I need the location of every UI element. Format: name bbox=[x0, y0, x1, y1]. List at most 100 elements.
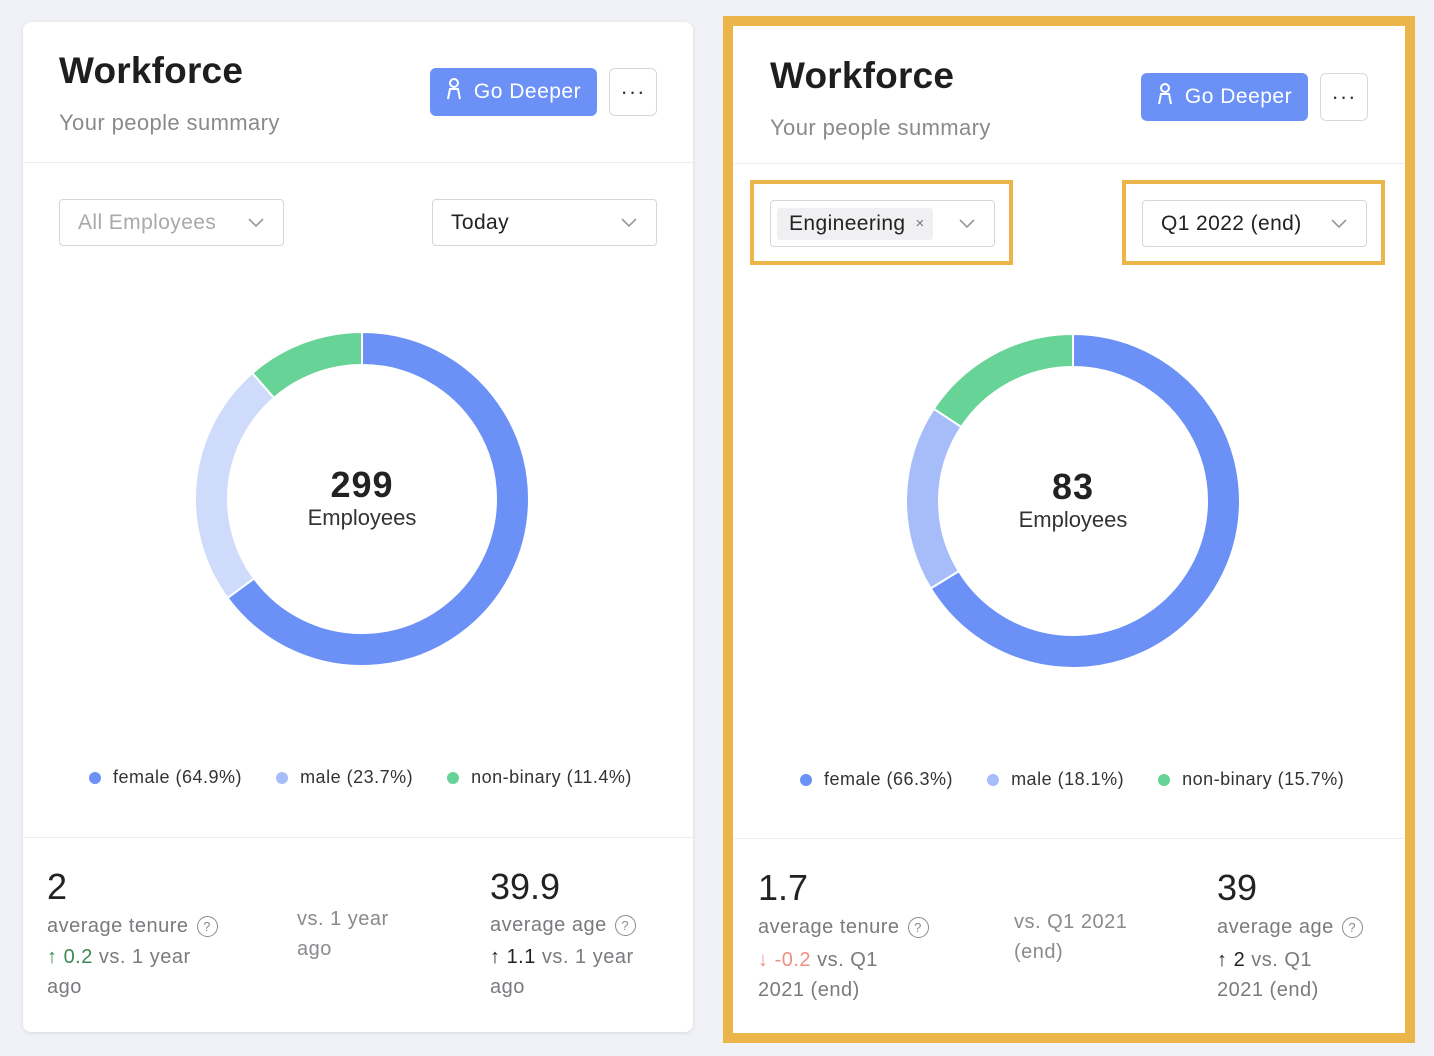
more-options-button[interactable]: ··· bbox=[1320, 73, 1368, 121]
stats-divider bbox=[23, 837, 693, 838]
non-binary-dot-icon bbox=[1158, 773, 1171, 786]
card-title: Workforce bbox=[770, 55, 955, 96]
employee-group-select[interactable]: All Employees bbox=[59, 199, 284, 246]
comparison-note-line2: ago bbox=[297, 938, 332, 960]
age-delta: 2 bbox=[1233, 949, 1246, 971]
age-label: average age ? bbox=[1217, 916, 1363, 939]
donut-slice-non-binary[interactable] bbox=[932, 332, 1074, 429]
remove-tag-icon[interactable]: × bbox=[915, 215, 925, 232]
legend-label: female (66.3%) bbox=[824, 769, 954, 789]
chevron-down-icon bbox=[1330, 214, 1348, 238]
age-value: 39 bbox=[1217, 867, 1258, 908]
tenure-change: ↓ -0.2 vs. Q1 2021 (end) bbox=[758, 945, 958, 1005]
card-subtitle: Your people summary bbox=[59, 110, 280, 135]
comparison-note-line1: vs. Q1 2021 bbox=[1014, 911, 1128, 933]
legend-label: male (23.7%) bbox=[300, 767, 414, 787]
tenure-label-text: average tenure bbox=[758, 916, 900, 938]
date-value: Q1 2022 (end) bbox=[1161, 211, 1302, 235]
workforce-card-left: Workforce Your people summary Go Deeper … bbox=[23, 22, 693, 1032]
tenure-delta-suffix: vs. 1 year bbox=[92, 946, 191, 968]
tenure-label: average tenure ? bbox=[758, 916, 929, 939]
legend-item-male[interactable]: male (18.1%) bbox=[987, 769, 1124, 790]
tenure-delta-suffix: vs. Q1 bbox=[811, 949, 878, 971]
arrow-up-icon: ↑ bbox=[490, 946, 501, 968]
employee-count: 299 bbox=[330, 464, 394, 505]
go-deeper-button[interactable]: Go Deeper bbox=[430, 68, 597, 116]
chart-legend: female (64.9%) male (23.7%) non-binary (… bbox=[89, 767, 632, 788]
legend-label: non-binary (11.4%) bbox=[471, 767, 632, 787]
tenure-label-text: average tenure bbox=[47, 915, 189, 937]
age-delta-line2: 2021 (end) bbox=[1217, 979, 1319, 1001]
age-delta-line2: ago bbox=[490, 976, 525, 998]
header-divider bbox=[23, 162, 693, 163]
chevron-down-icon bbox=[620, 213, 638, 237]
male-dot-icon bbox=[987, 773, 1000, 786]
comparison-note-line1: vs. 1 year bbox=[297, 908, 389, 930]
help-icon[interactable]: ? bbox=[614, 915, 636, 936]
age-change: ↑ 1.1 vs. 1 year ago bbox=[490, 942, 680, 1002]
employee-group-value: All Employees bbox=[78, 210, 217, 234]
chart-legend: female (66.3%) male (18.1%) non-binary (… bbox=[800, 769, 1344, 790]
tenure-delta: -0.2 bbox=[774, 949, 812, 971]
age-delta-suffix: vs. Q1 bbox=[1245, 949, 1313, 971]
legend-item-female[interactable]: female (66.3%) bbox=[800, 769, 953, 790]
gender-donut-chart: 83 Employees bbox=[903, 331, 1243, 671]
help-icon[interactable]: ? bbox=[907, 917, 929, 938]
legend-item-female[interactable]: female (64.9%) bbox=[89, 767, 242, 788]
go-deeper-button[interactable]: Go Deeper bbox=[1141, 73, 1308, 121]
legend-label: female (64.9%) bbox=[113, 767, 243, 787]
legend-label: male (18.1%) bbox=[1011, 769, 1125, 789]
tenure-value: 2 bbox=[47, 866, 68, 907]
male-dot-icon bbox=[276, 771, 289, 784]
female-dot-icon bbox=[800, 773, 812, 786]
help-icon[interactable]: ? bbox=[1341, 917, 1363, 938]
donut-center: 83 Employees bbox=[903, 331, 1243, 671]
filter-tag-label: Engineering bbox=[789, 211, 906, 235]
tenure-delta-line2: ago bbox=[47, 976, 82, 998]
comparison-note-line2: (end) bbox=[1014, 941, 1064, 963]
tenure-change: ↑ 0.2 vs. 1 year ago bbox=[47, 942, 247, 1002]
workforce-card-right: Workforce Your people summary Go Deeper … bbox=[734, 27, 1404, 1032]
donut-slice-non-binary[interactable] bbox=[250, 330, 363, 400]
go-deeper-label: Go Deeper bbox=[1184, 85, 1293, 108]
tenure-value: 1.7 bbox=[758, 867, 809, 908]
legend-item-non-binary[interactable]: non-binary (11.4%) bbox=[447, 767, 632, 788]
age-delta: 1.1 bbox=[506, 946, 536, 968]
person-icon bbox=[446, 78, 462, 106]
age-label-text: average age bbox=[490, 914, 607, 936]
donut-center: 299 Employees bbox=[192, 329, 532, 669]
chevron-down-icon bbox=[958, 214, 976, 238]
legend-item-non-binary[interactable]: non-binary (15.7%) bbox=[1158, 769, 1344, 790]
department-select[interactable]: Engineering × bbox=[770, 200, 995, 247]
help-icon[interactable]: ? bbox=[196, 916, 218, 937]
tenure-delta-line2: 2021 (end) bbox=[758, 979, 860, 1001]
female-dot-icon bbox=[89, 771, 101, 784]
header-divider bbox=[734, 163, 1404, 164]
employee-count-label: Employees bbox=[307, 505, 417, 530]
arrow-up-icon: ↑ bbox=[47, 946, 58, 968]
card-title: Workforce bbox=[59, 50, 244, 91]
tenure-label: average tenure ? bbox=[47, 915, 218, 938]
go-deeper-label: Go Deeper bbox=[473, 80, 582, 103]
age-change: ↑ 2 vs. Q1 2021 (end) bbox=[1217, 945, 1397, 1005]
donut-slice-female[interactable] bbox=[226, 330, 530, 667]
more-options-button[interactable]: ··· bbox=[609, 68, 657, 116]
date-value: Today bbox=[451, 210, 510, 234]
date-select[interactable]: Q1 2022 (end) bbox=[1142, 200, 1367, 247]
filter-tag-engineering: Engineering × bbox=[777, 207, 933, 240]
employee-count: 83 bbox=[1051, 466, 1095, 507]
date-highlight-box bbox=[1122, 180, 1385, 265]
legend-label: non-binary (15.7%) bbox=[1182, 769, 1345, 789]
filter-highlight-box bbox=[750, 180, 1013, 265]
card-subtitle: Your people summary bbox=[770, 115, 991, 140]
date-select[interactable]: Today bbox=[432, 199, 657, 246]
legend-item-male[interactable]: male (23.7%) bbox=[276, 767, 413, 788]
non-binary-dot-icon bbox=[447, 771, 460, 784]
comparison-note: vs. 1 year ago bbox=[297, 904, 389, 964]
donut-slice-female[interactable] bbox=[929, 332, 1241, 669]
chevron-down-icon bbox=[247, 213, 265, 237]
tenure-delta: 0.2 bbox=[63, 946, 93, 968]
age-delta-suffix: vs. 1 year bbox=[535, 946, 634, 968]
comparison-note: vs. Q1 2021 (end) bbox=[1014, 907, 1127, 967]
person-icon bbox=[1157, 83, 1173, 111]
